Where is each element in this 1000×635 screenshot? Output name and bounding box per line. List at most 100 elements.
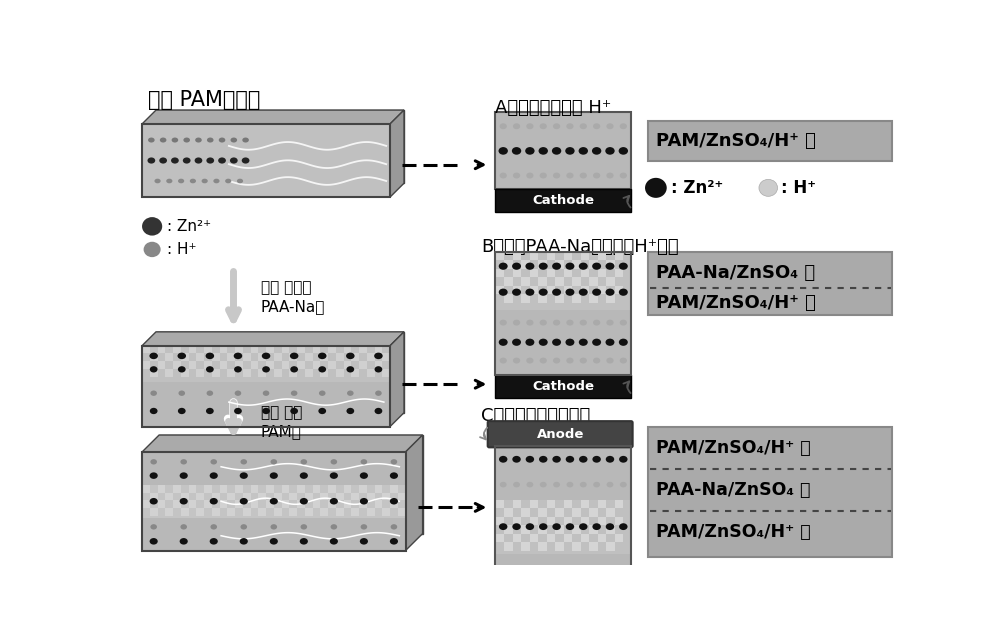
Bar <box>274 369 282 377</box>
Ellipse shape <box>619 263 628 270</box>
Bar <box>495 309 631 375</box>
Bar <box>173 345 181 354</box>
Bar <box>521 277 530 286</box>
Ellipse shape <box>242 157 249 164</box>
Bar <box>512 251 521 260</box>
Bar <box>589 277 598 286</box>
Bar <box>538 260 547 269</box>
Ellipse shape <box>290 408 298 414</box>
Text: : Zn²⁺: : Zn²⁺ <box>671 179 724 197</box>
Bar <box>504 260 512 269</box>
Ellipse shape <box>607 566 613 572</box>
Ellipse shape <box>240 498 248 505</box>
Bar <box>564 269 572 277</box>
Bar <box>495 189 631 213</box>
Bar <box>258 369 266 377</box>
Ellipse shape <box>183 157 191 164</box>
Text: PAA-Na层: PAA-Na层 <box>261 300 325 314</box>
Ellipse shape <box>565 147 575 155</box>
Ellipse shape <box>210 524 217 530</box>
Ellipse shape <box>567 566 573 572</box>
Ellipse shape <box>499 338 508 346</box>
Bar <box>495 446 631 608</box>
Bar <box>266 485 274 493</box>
Ellipse shape <box>154 178 161 184</box>
Ellipse shape <box>525 263 534 270</box>
Bar <box>243 354 251 361</box>
Ellipse shape <box>290 366 298 373</box>
Ellipse shape <box>190 178 196 184</box>
Ellipse shape <box>592 589 601 596</box>
Bar <box>547 500 555 508</box>
Bar <box>547 269 555 277</box>
Bar <box>336 369 344 377</box>
Text: Anode: Anode <box>536 428 584 441</box>
Bar <box>328 500 336 508</box>
Ellipse shape <box>240 472 248 479</box>
Bar <box>313 361 320 369</box>
Ellipse shape <box>512 147 521 155</box>
Ellipse shape <box>347 391 354 396</box>
Polygon shape <box>159 435 423 533</box>
Polygon shape <box>142 435 423 452</box>
Ellipse shape <box>262 352 270 359</box>
Ellipse shape <box>606 358 614 363</box>
Bar <box>538 277 547 286</box>
Ellipse shape <box>499 456 507 463</box>
Ellipse shape <box>300 498 308 505</box>
Bar <box>390 500 398 508</box>
Ellipse shape <box>592 288 601 296</box>
Bar <box>530 286 538 294</box>
Bar <box>150 369 158 377</box>
Bar <box>297 485 305 493</box>
Bar <box>606 277 615 286</box>
Ellipse shape <box>301 524 307 530</box>
Ellipse shape <box>240 538 248 545</box>
Bar <box>142 452 406 551</box>
Ellipse shape <box>202 178 208 184</box>
Ellipse shape <box>142 217 162 236</box>
Bar <box>235 500 243 508</box>
Ellipse shape <box>566 523 574 530</box>
Bar <box>495 286 504 294</box>
Ellipse shape <box>513 173 520 178</box>
Ellipse shape <box>526 173 534 178</box>
Ellipse shape <box>206 366 214 373</box>
Ellipse shape <box>593 482 600 488</box>
Ellipse shape <box>580 173 587 178</box>
Bar <box>547 517 555 525</box>
Ellipse shape <box>619 589 628 596</box>
Ellipse shape <box>235 391 241 396</box>
Bar <box>495 500 631 554</box>
Ellipse shape <box>553 123 560 129</box>
Ellipse shape <box>606 338 614 346</box>
Ellipse shape <box>619 456 628 463</box>
Bar <box>512 533 521 542</box>
Polygon shape <box>156 110 404 184</box>
Ellipse shape <box>150 366 158 373</box>
Ellipse shape <box>552 147 561 155</box>
Ellipse shape <box>270 538 278 545</box>
Bar <box>598 251 606 260</box>
Ellipse shape <box>566 123 574 129</box>
Bar <box>251 345 258 354</box>
Ellipse shape <box>180 459 187 465</box>
Bar <box>495 608 631 631</box>
Ellipse shape <box>213 178 220 184</box>
Bar <box>521 260 530 269</box>
Ellipse shape <box>234 366 242 373</box>
Ellipse shape <box>178 178 184 184</box>
Bar <box>227 493 235 500</box>
Bar <box>189 361 196 369</box>
Ellipse shape <box>361 459 367 465</box>
Bar <box>530 251 538 260</box>
Bar <box>495 375 631 398</box>
Bar <box>351 508 359 516</box>
Text: 交联 中性: 交联 中性 <box>261 405 302 420</box>
Bar <box>282 361 289 369</box>
Ellipse shape <box>580 319 587 326</box>
Bar <box>305 369 313 377</box>
Ellipse shape <box>330 498 338 505</box>
Ellipse shape <box>150 408 158 414</box>
Ellipse shape <box>300 472 308 479</box>
